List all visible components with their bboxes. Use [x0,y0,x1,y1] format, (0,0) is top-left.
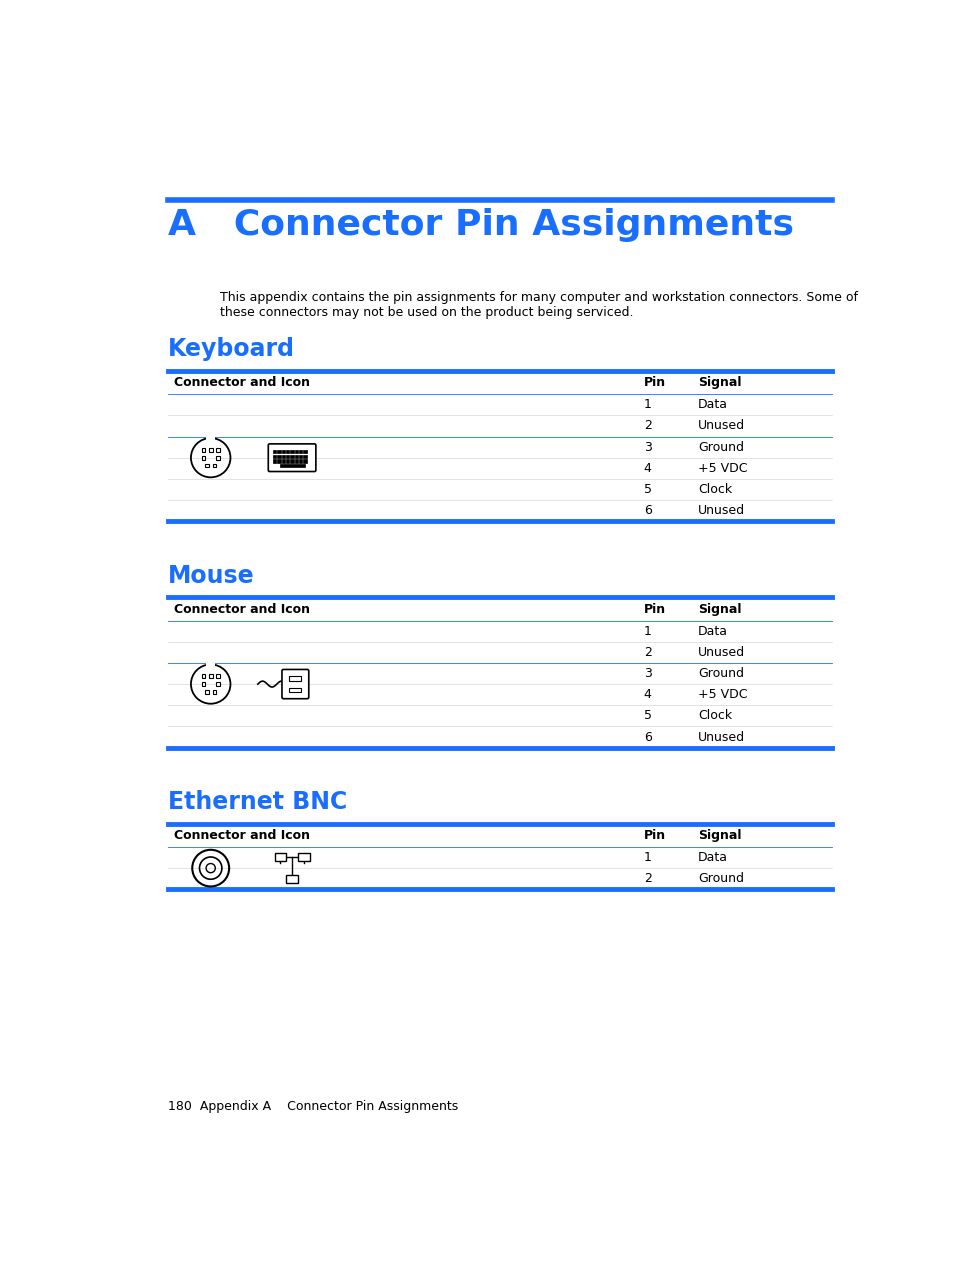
Text: Unused: Unused [698,730,744,743]
FancyBboxPatch shape [274,853,286,861]
FancyBboxPatch shape [216,448,219,452]
Text: Pin: Pin [643,829,665,842]
FancyBboxPatch shape [273,455,276,458]
FancyBboxPatch shape [205,690,209,693]
FancyBboxPatch shape [281,450,285,453]
FancyBboxPatch shape [298,460,302,462]
Text: Connector and Icon: Connector and Icon [173,602,309,616]
FancyBboxPatch shape [286,450,289,453]
FancyBboxPatch shape [213,464,216,467]
FancyBboxPatch shape [303,460,307,462]
FancyBboxPatch shape [209,674,213,678]
Text: Signal: Signal [698,829,740,842]
Text: Ground: Ground [698,872,743,885]
FancyBboxPatch shape [294,455,298,458]
Text: 6: 6 [643,504,651,517]
FancyBboxPatch shape [286,455,289,458]
Text: Connector and Icon: Connector and Icon [173,829,309,842]
FancyBboxPatch shape [289,676,301,681]
Text: Clock: Clock [698,710,732,723]
Text: Clock: Clock [698,483,732,497]
Text: 6: 6 [643,730,651,743]
Text: +5 VDC: +5 VDC [698,688,747,701]
FancyBboxPatch shape [298,450,302,453]
FancyBboxPatch shape [298,853,309,861]
FancyBboxPatch shape [290,460,294,462]
Text: Keyboard: Keyboard [168,338,294,361]
FancyBboxPatch shape [286,460,289,462]
Text: Pin: Pin [643,602,665,616]
FancyBboxPatch shape [298,455,302,458]
FancyBboxPatch shape [273,450,276,453]
Text: Unused: Unused [698,646,744,659]
FancyBboxPatch shape [209,448,213,452]
FancyBboxPatch shape [277,455,280,458]
FancyBboxPatch shape [294,460,298,462]
Text: 180  Appendix A    Connector Pin Assignments: 180 Appendix A Connector Pin Assignments [168,1100,457,1114]
Text: +5 VDC: +5 VDC [698,462,747,475]
Text: Unused: Unused [698,504,744,517]
Text: 2: 2 [643,872,651,885]
Text: 3: 3 [643,667,651,679]
FancyBboxPatch shape [303,455,307,458]
FancyBboxPatch shape [273,460,276,462]
FancyBboxPatch shape [201,448,205,452]
FancyBboxPatch shape [201,674,205,678]
Text: 2: 2 [643,419,651,433]
Text: Signal: Signal [698,602,740,616]
FancyBboxPatch shape [290,450,294,453]
Text: Signal: Signal [698,376,740,389]
Text: 2: 2 [643,646,651,659]
Text: Data: Data [698,399,727,411]
FancyBboxPatch shape [282,669,309,699]
Text: Pin: Pin [643,376,665,389]
FancyBboxPatch shape [286,875,297,883]
FancyBboxPatch shape [201,456,205,460]
Text: A   Connector Pin Assignments: A Connector Pin Assignments [168,208,793,241]
Text: 1: 1 [643,851,651,864]
Text: Connector and Icon: Connector and Icon [173,376,309,389]
FancyBboxPatch shape [277,450,280,453]
FancyBboxPatch shape [216,682,219,686]
Text: Ethernet BNC: Ethernet BNC [168,790,347,814]
Text: 1: 1 [643,399,651,411]
Text: Ground: Ground [698,667,743,679]
FancyBboxPatch shape [205,464,209,467]
Text: Ground: Ground [698,441,743,453]
FancyBboxPatch shape [277,460,280,462]
Text: Data: Data [698,851,727,864]
FancyBboxPatch shape [290,455,294,458]
FancyBboxPatch shape [216,456,219,460]
Text: 4: 4 [643,462,651,475]
FancyBboxPatch shape [268,444,315,471]
Text: 1: 1 [643,625,651,638]
FancyBboxPatch shape [294,450,298,453]
FancyBboxPatch shape [201,682,205,686]
FancyBboxPatch shape [281,460,285,462]
FancyBboxPatch shape [206,437,214,441]
FancyBboxPatch shape [206,663,214,667]
Text: 5: 5 [643,710,651,723]
FancyBboxPatch shape [281,455,285,458]
Text: 4: 4 [643,688,651,701]
Text: Data: Data [698,625,727,638]
Text: Mouse: Mouse [168,564,254,588]
FancyBboxPatch shape [303,450,307,453]
FancyBboxPatch shape [213,690,216,693]
FancyBboxPatch shape [279,464,304,467]
Text: 3: 3 [643,441,651,453]
Text: This appendix contains the pin assignments for many computer and workstation con: This appendix contains the pin assignmen… [220,291,857,319]
Text: Unused: Unused [698,419,744,433]
Text: 5: 5 [643,483,651,497]
FancyBboxPatch shape [289,687,301,692]
FancyBboxPatch shape [216,674,219,678]
